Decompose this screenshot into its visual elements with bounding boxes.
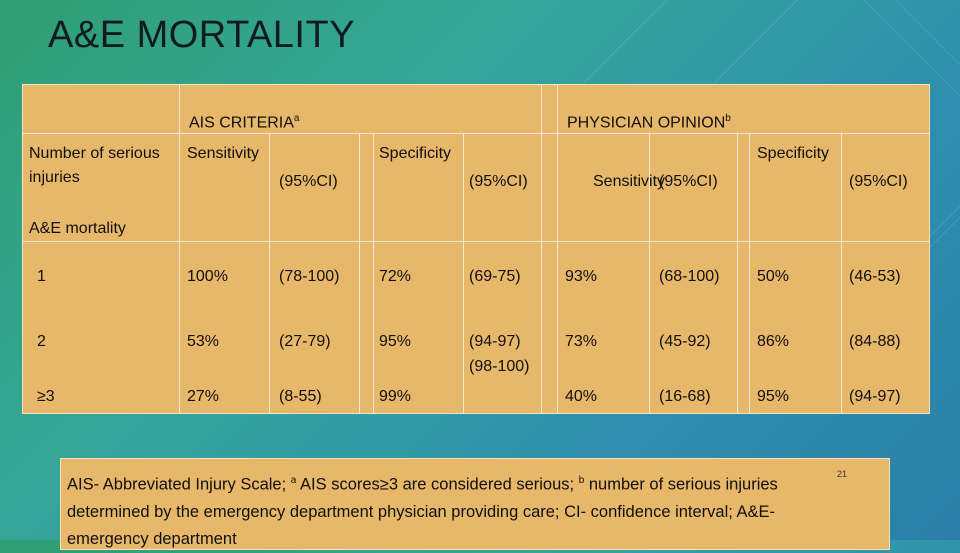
table-divider xyxy=(749,133,750,413)
table-cell: (94-97) xyxy=(469,333,521,350)
table-divider xyxy=(23,241,929,242)
table-cell: 72% xyxy=(379,268,412,285)
table-cell: 99% xyxy=(379,388,412,405)
table-cell: 27% xyxy=(187,388,220,405)
table-cell: (8-55) xyxy=(279,388,322,405)
table-cell: 100% xyxy=(187,268,228,285)
table-divider xyxy=(23,133,929,134)
table-cell: (46-53) xyxy=(849,268,901,285)
table-cell: 53% xyxy=(187,333,220,350)
footnote-box: AIS- Abbreviated Injury Scale; a AIS sco… xyxy=(60,458,890,550)
table-divider xyxy=(359,133,360,413)
table-cell: 95% xyxy=(379,333,412,350)
physician-sensitivity-header: Sensitivity xyxy=(593,173,666,190)
table-cell: (68-100) xyxy=(659,268,720,285)
table-cell: 93% xyxy=(565,268,598,285)
physician-sensitivity-ci-header: (95%CI) xyxy=(659,173,718,190)
physician-specificity-header: Specificity xyxy=(757,145,830,162)
table-divider xyxy=(541,85,542,413)
table-divider xyxy=(649,133,650,413)
slide-title: A&E MORTALITY xyxy=(48,14,356,56)
table-divider xyxy=(373,133,374,413)
results-table: AIS CRITERIAa PHYSICIAN OPINIONb Number … xyxy=(22,84,930,414)
table-cell: (98-100) xyxy=(469,358,530,375)
table-divider xyxy=(179,85,180,413)
table-cell: (78-100) xyxy=(279,268,340,285)
ais-sensitivity-ci-header: (95%CI) xyxy=(279,173,338,190)
footnote-text: AIS- Abbreviated Injury Scale; a AIS sco… xyxy=(67,475,778,548)
table-cell: 73% xyxy=(565,333,598,350)
table-cell: 95% xyxy=(757,388,790,405)
ais-specificity-header: Specificity xyxy=(379,145,452,162)
section-label: A&E mortality xyxy=(29,220,126,237)
table-cell: (84-88) xyxy=(849,333,901,350)
physician-specificity-ci-header: (95%CI) xyxy=(849,173,908,190)
table-cell: (27-79) xyxy=(279,333,331,350)
table-cell: (94-97) xyxy=(849,388,901,405)
row-count: 2 xyxy=(37,333,46,350)
row-count: ≥3 xyxy=(37,388,55,405)
table-cell: 40% xyxy=(565,388,598,405)
table-divider xyxy=(841,133,842,413)
page-number: 21 xyxy=(837,469,848,479)
table-divider xyxy=(557,85,558,413)
physician-opinion-header: PHYSICIAN OPINIONb xyxy=(567,113,731,132)
table-divider xyxy=(269,133,270,413)
row-count: 1 xyxy=(37,268,46,285)
table-cell: (69-75) xyxy=(469,268,521,285)
table-cell: (16-68) xyxy=(659,388,711,405)
table-cell: 50% xyxy=(757,268,790,285)
table-divider xyxy=(463,133,464,413)
row-header: Number of serious injuries xyxy=(29,145,160,186)
table-divider xyxy=(737,133,738,413)
ais-criteria-header: AIS CRITERIAa xyxy=(189,113,300,132)
table-cell: (45-92) xyxy=(659,333,711,350)
ais-sensitivity-header: Sensitivity xyxy=(187,145,260,162)
ais-specificity-ci-header: (95%CI) xyxy=(469,173,528,190)
table-cell: 86% xyxy=(757,333,790,350)
